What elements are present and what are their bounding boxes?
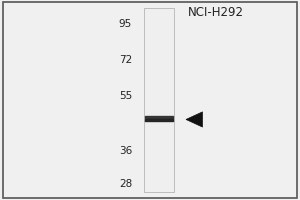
Text: 72: 72 — [119, 55, 132, 65]
Text: 36: 36 — [119, 146, 132, 156]
Text: 55: 55 — [119, 91, 132, 101]
Text: NCI-H292: NCI-H292 — [188, 6, 244, 19]
Polygon shape — [186, 112, 202, 127]
Bar — [144, 8, 174, 192]
Text: 95: 95 — [119, 19, 132, 29]
Text: 28: 28 — [119, 179, 132, 189]
